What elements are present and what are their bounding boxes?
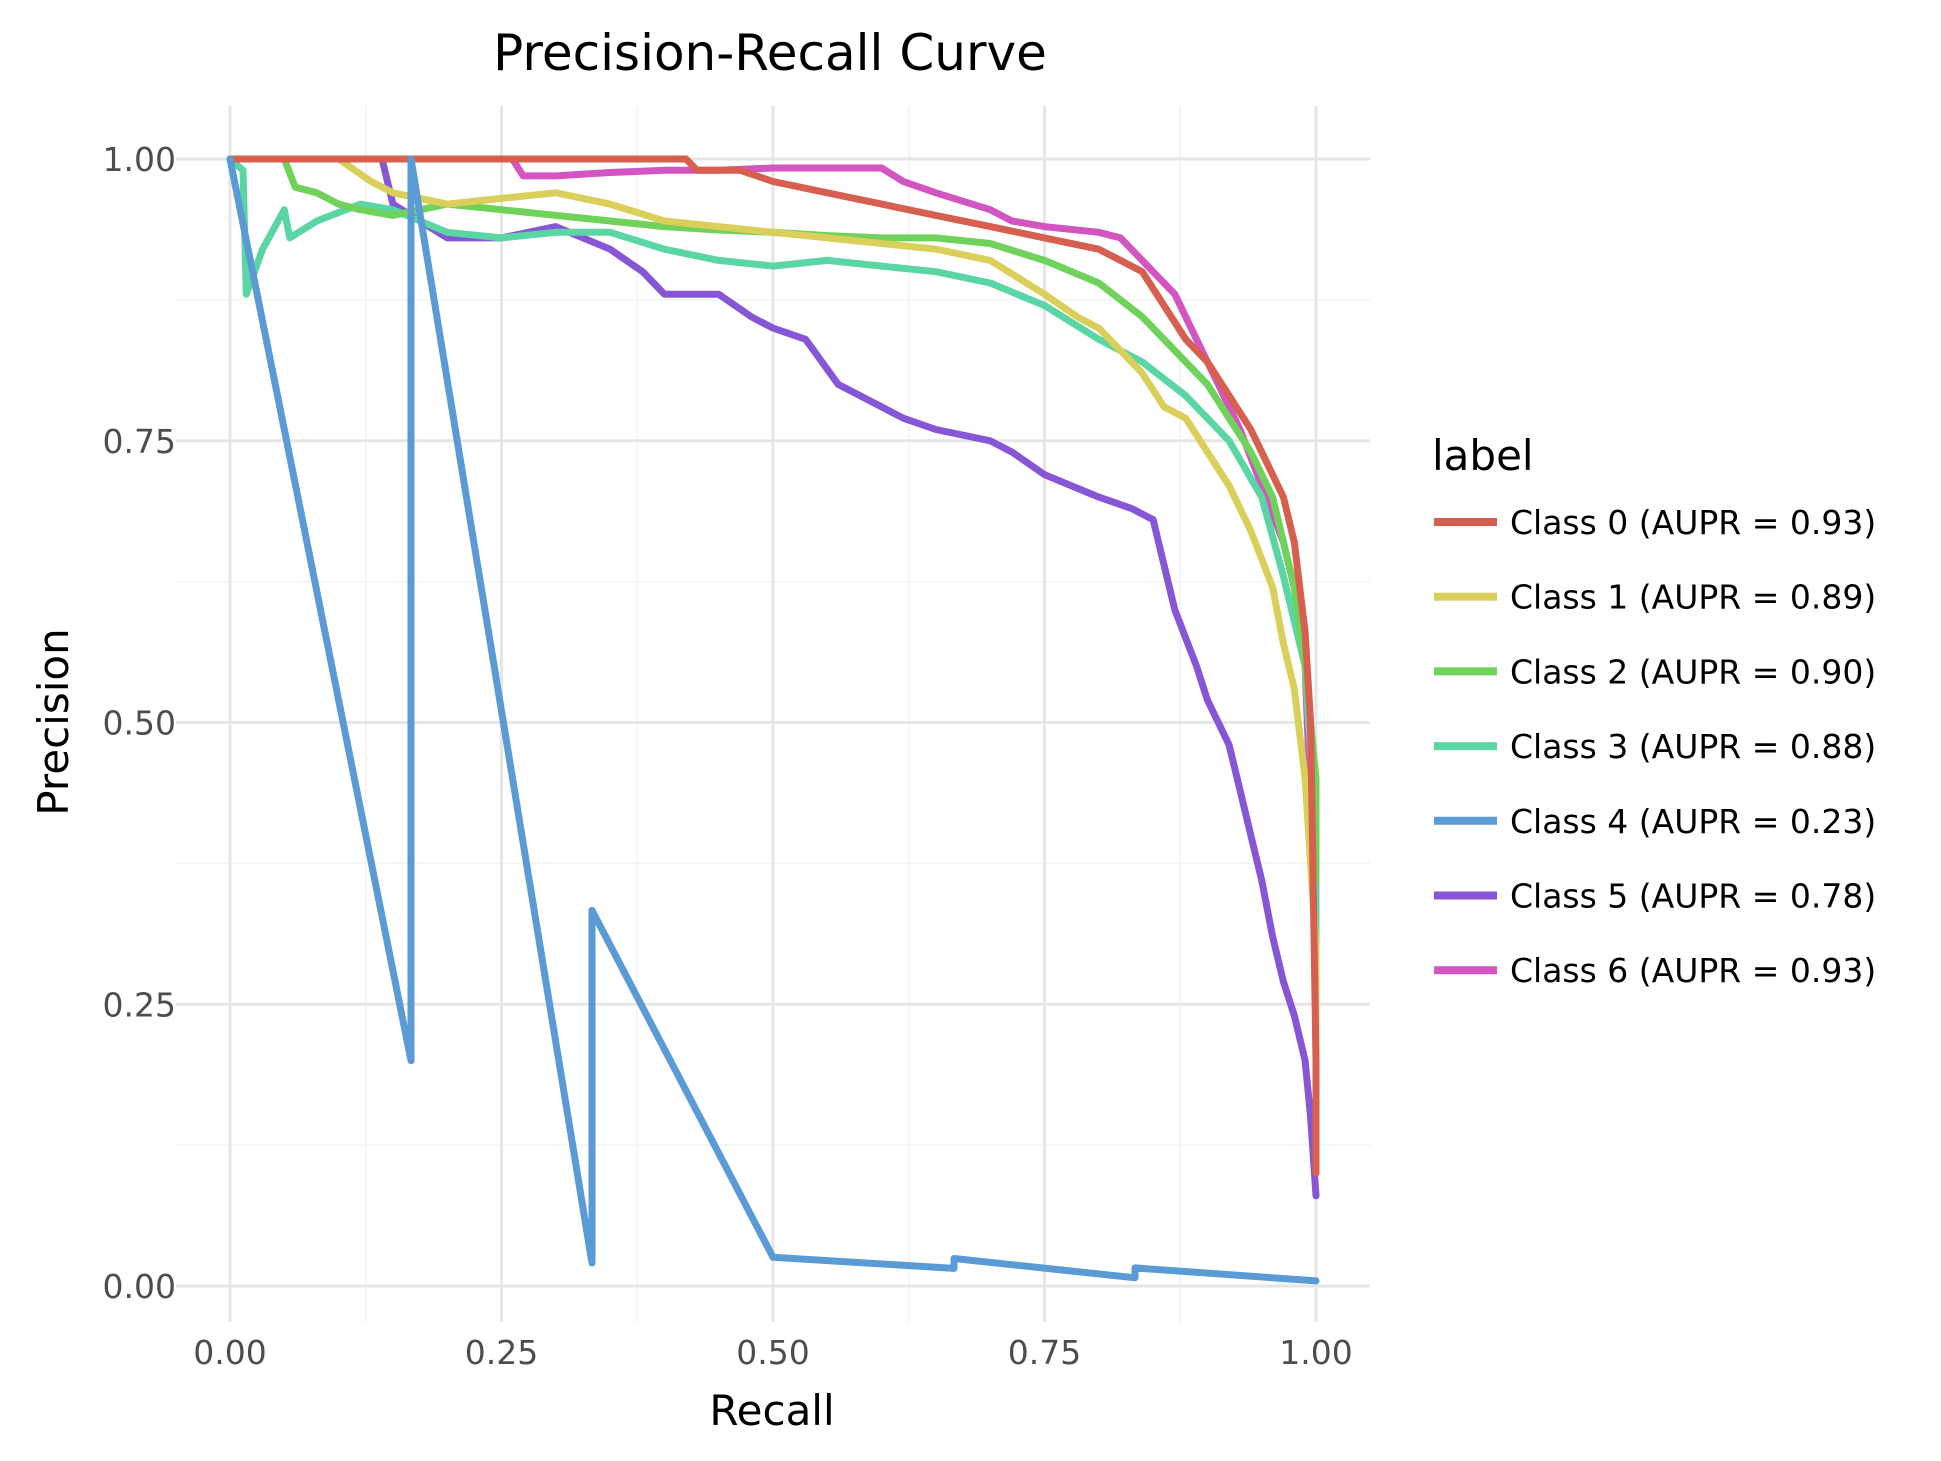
x-tick-label: 0.25 xyxy=(465,1333,538,1372)
y-tick-label: 0.00 xyxy=(103,1267,176,1306)
legend-label-class-4: Class 4 (AUPR = 0.23) xyxy=(1510,802,1876,841)
x-tick-label: 0.50 xyxy=(736,1333,809,1372)
legend-label-class-2: Class 2 (AUPR = 0.90) xyxy=(1510,652,1876,691)
chart-title: Precision-Recall Curve xyxy=(493,24,1047,82)
y-tick-label: 0.50 xyxy=(103,704,176,743)
legend-items: Class 0 (AUPR = 0.93) Class 1 (AUPR = 0.8… xyxy=(1434,503,1876,990)
legend-title: label xyxy=(1432,431,1534,480)
legend-label-class-1: Class 1 (AUPR = 0.89) xyxy=(1510,578,1876,617)
series-line-class-5 xyxy=(367,155,1320,1200)
series-line-class-2 xyxy=(226,155,1320,884)
axes-layer: 0.00 0.25 0.50 0.75 1.00 0.00 0.25 0.50 0.75 1.00 xyxy=(103,140,1353,1372)
x-tick-label: 0.00 xyxy=(193,1333,266,1372)
legend-label-class-0: Class 0 (AUPR = 0.93) xyxy=(1510,503,1876,542)
y-tick-label: 1.00 xyxy=(103,140,176,179)
y-tick-label: 0.25 xyxy=(103,985,176,1024)
y-tick-label: 0.75 xyxy=(103,422,176,461)
series-line-class-3 xyxy=(226,155,1320,1008)
legend-label-class-3: Class 3 (AUPR = 0.88) xyxy=(1510,727,1876,766)
x-tick-label: 0.75 xyxy=(1008,1333,1081,1372)
x-tick-label: 1.00 xyxy=(1279,1333,1352,1372)
series-line-class-1 xyxy=(226,155,1320,1087)
legend: label Class 0 (AUPR = 0.93) Class 1 (AUPR… xyxy=(1432,431,1876,990)
series-line-class-4 xyxy=(226,155,1320,1285)
series-line-class-6 xyxy=(226,155,1320,1177)
series-line-class-0 xyxy=(226,155,1320,1177)
legend-label-class-5: Class 5 (AUPR = 0.78) xyxy=(1510,877,1876,916)
x-axis-title: Recall xyxy=(709,1386,834,1435)
y-axis-title: Precision xyxy=(29,628,78,815)
series-layer xyxy=(226,155,1320,1285)
legend-label-class-6: Class 6 (AUPR = 0.93) xyxy=(1510,951,1876,990)
